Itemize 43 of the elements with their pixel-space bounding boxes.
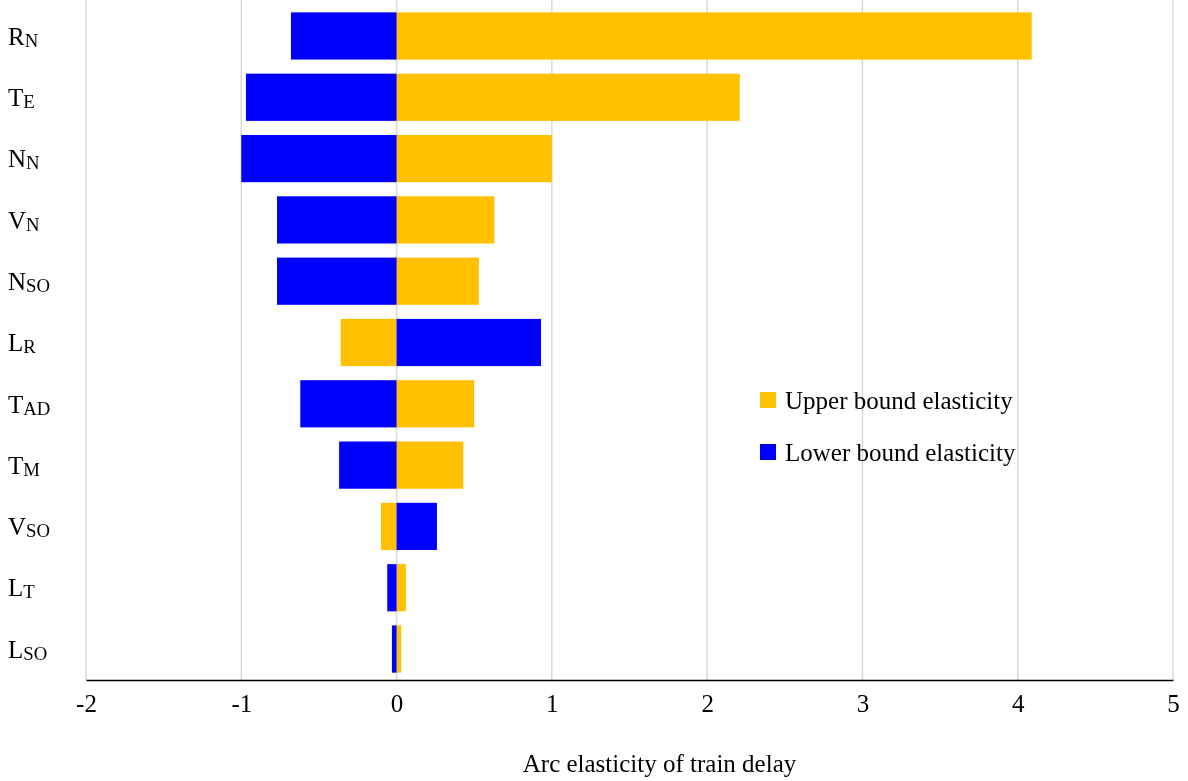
y-tick-label: L$_{R}$ (8, 329, 37, 358)
x-tick-label: -1 (231, 689, 253, 717)
y-tick-label: V$_{N}$ (8, 206, 41, 235)
bar (277, 257, 397, 305)
bar (396, 134, 552, 183)
x-tick-label: 5 (1167, 689, 1180, 717)
bar (277, 196, 397, 244)
x-tick-label: -2 (76, 689, 97, 717)
bar (381, 502, 397, 551)
legend-label: Lower bound elasticity (785, 438, 1016, 466)
bar (396, 318, 541, 367)
bar (396, 380, 475, 428)
x-tick-label: 0 (390, 689, 404, 717)
x-axis-title: Arc elasticity of train delay (522, 750, 797, 777)
x-tick-label: 2 (701, 689, 714, 717)
y-tick-label: L$_{T}$ (8, 574, 36, 603)
bar (241, 134, 397, 183)
bar (391, 625, 397, 673)
bar (396, 441, 464, 489)
y-tick-label: T$_{M}$ (8, 451, 41, 480)
x-tick-label: 1 (546, 689, 559, 717)
bar (396, 196, 495, 244)
x-tick-label: 3 (856, 689, 870, 717)
y-tick-label: L$_{SO}$ (8, 635, 48, 664)
legend-label: Upper bound elasticity (785, 386, 1014, 414)
bar (245, 73, 397, 121)
bar (339, 441, 397, 489)
bar (396, 564, 406, 612)
y-tick-label: T$_{AD}$ (8, 390, 51, 419)
y-tick-label: V$_{SO}$ (8, 513, 51, 542)
y-tick-label: R$_{N}$ (8, 22, 39, 51)
y-tick-label: N$_{SO}$ (8, 267, 51, 296)
y-tick-label: T$_{E}$ (8, 84, 35, 113)
bar (396, 12, 1032, 60)
bar (340, 318, 397, 367)
y-tick-label: N$_{N}$ (8, 145, 41, 174)
bar (396, 73, 740, 121)
bar (387, 564, 397, 612)
x-tick-label: 4 (1011, 689, 1025, 717)
bar (290, 12, 397, 60)
bar (300, 380, 397, 428)
bar (396, 257, 479, 305)
bar (396, 502, 437, 551)
